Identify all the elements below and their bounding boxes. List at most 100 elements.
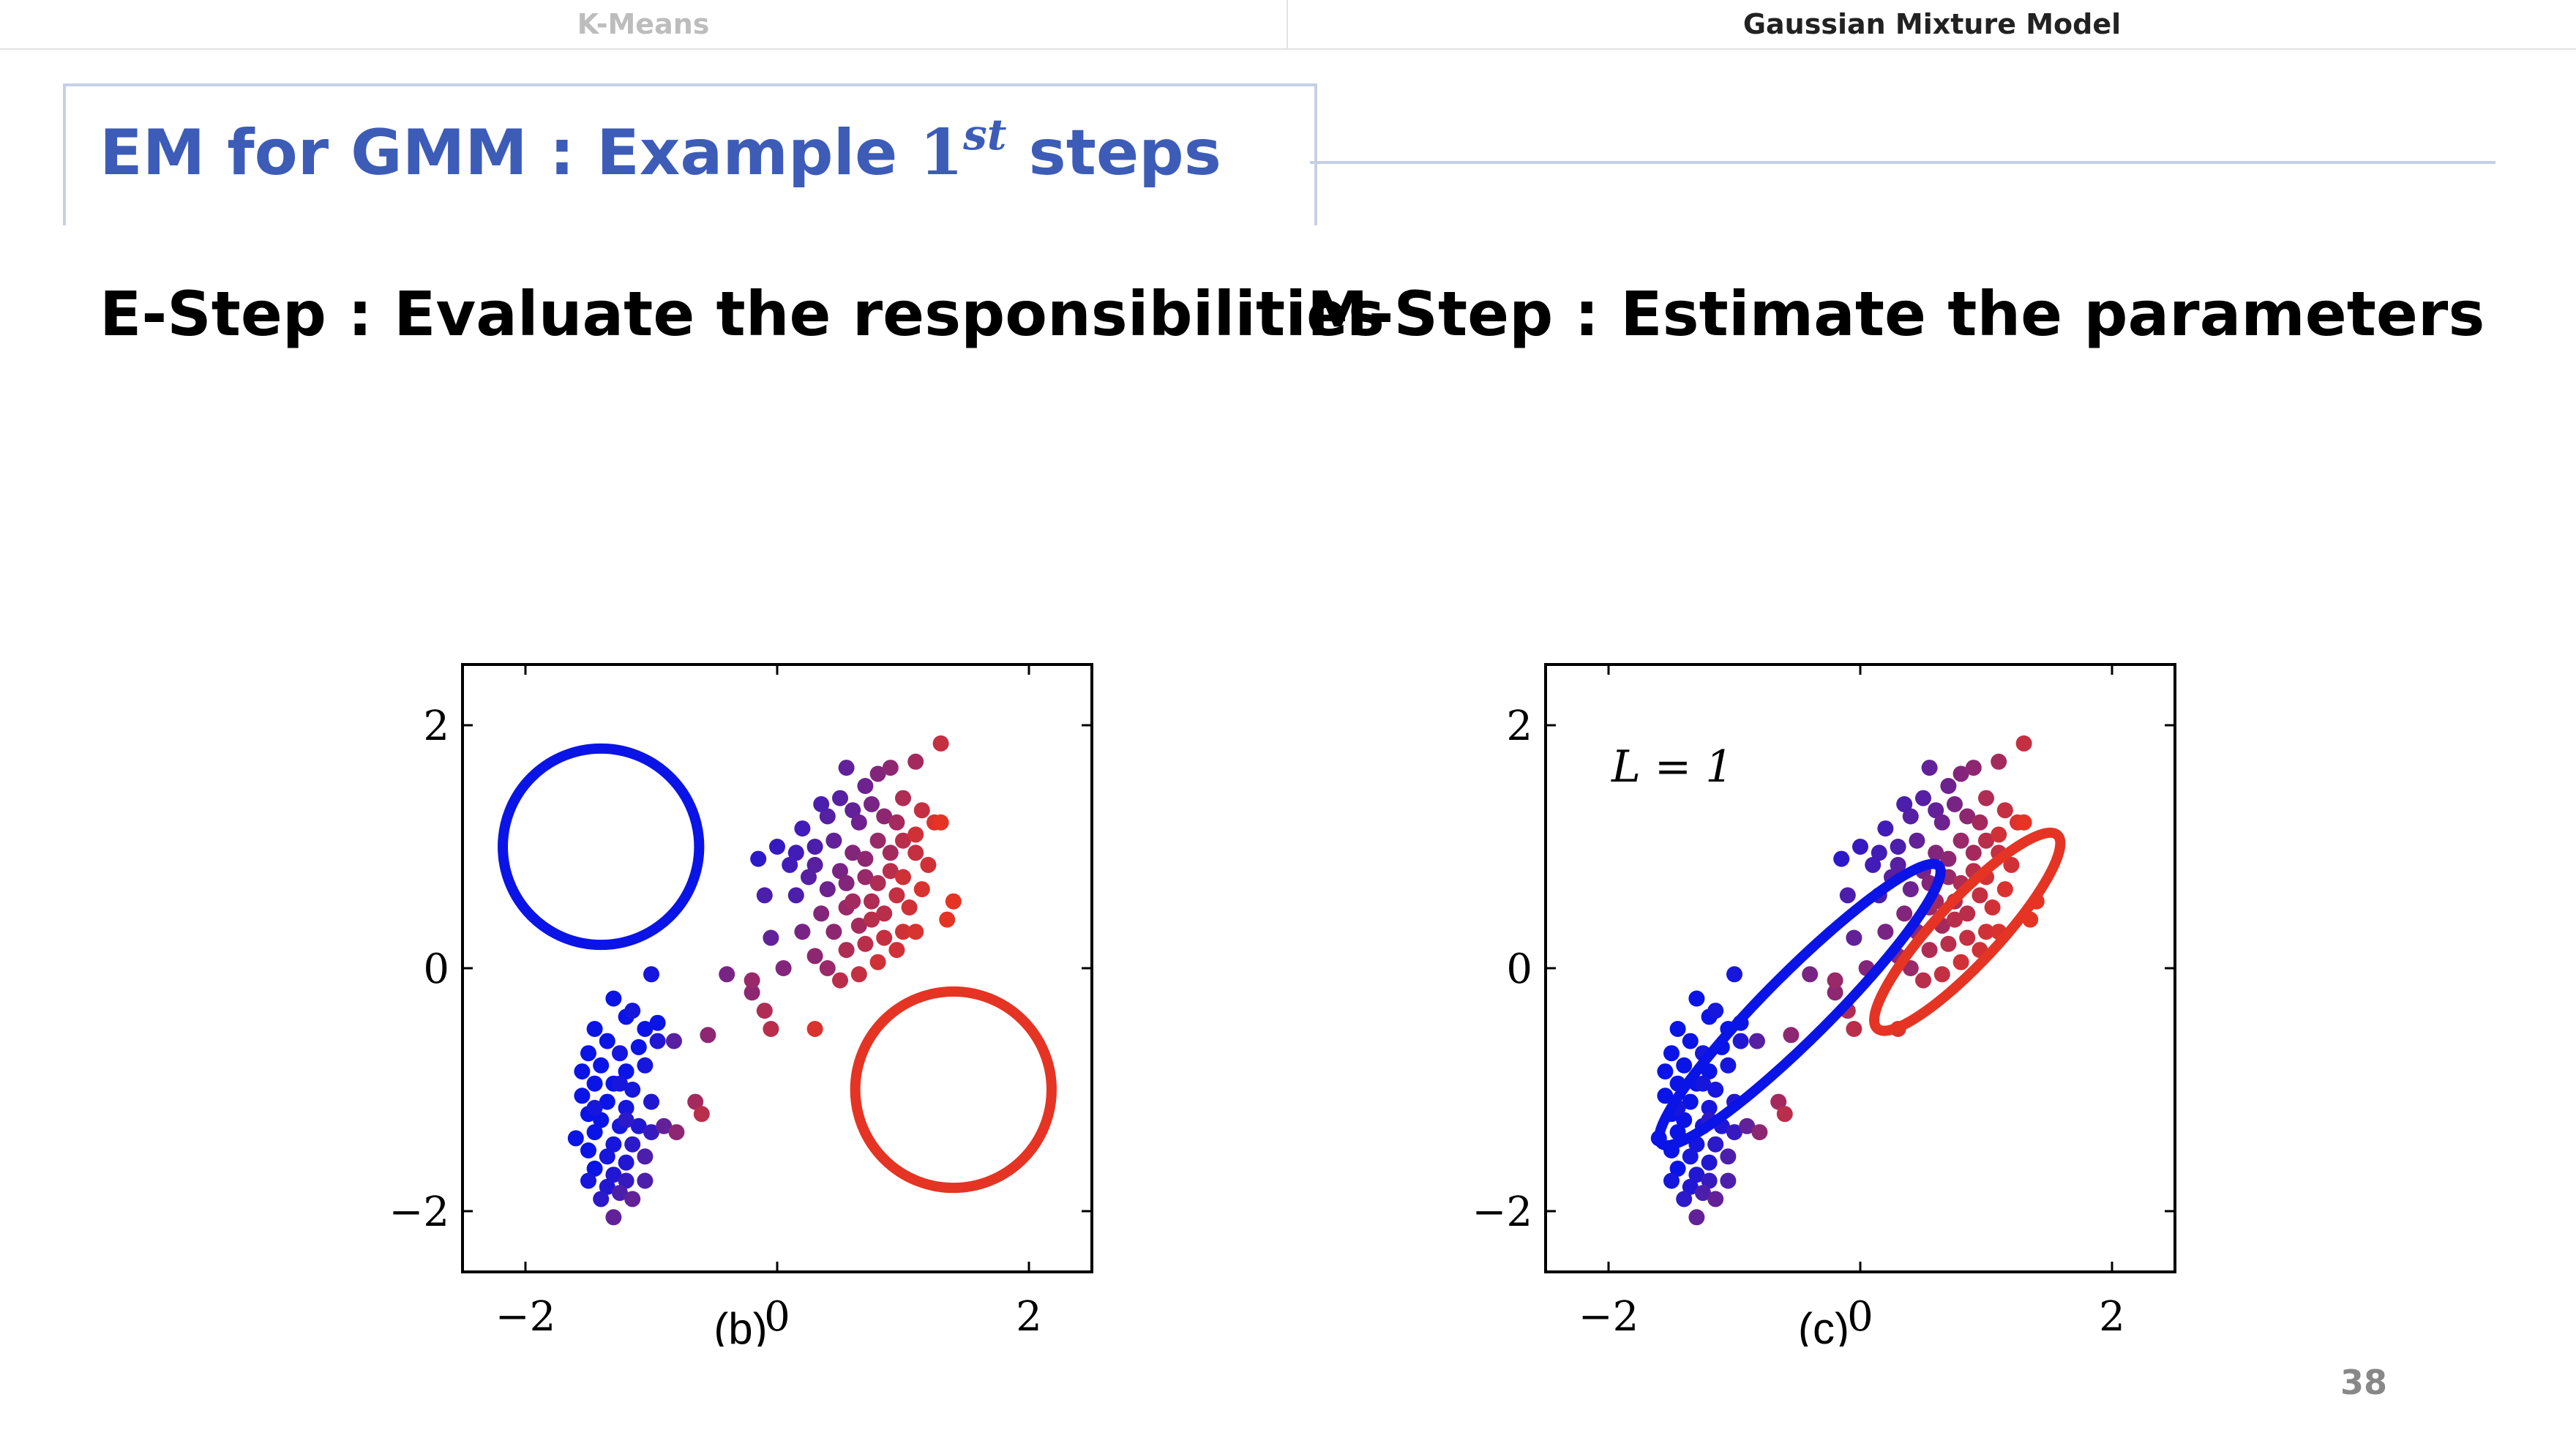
- c-data-point: [1865, 856, 1882, 873]
- b-data-point: [756, 887, 773, 904]
- b-data-point: [599, 1033, 615, 1049]
- b-data-point: [882, 760, 899, 776]
- b-data-point: [775, 960, 792, 976]
- b-data-point: [932, 814, 949, 831]
- c-data-point: [1915, 972, 1931, 989]
- b-y-tick-label: −2: [389, 1188, 449, 1236]
- b-data-point: [819, 960, 836, 976]
- b-data-point: [876, 905, 893, 922]
- b-data-point: [574, 1063, 591, 1080]
- b-data-point: [882, 863, 899, 880]
- b-data-point: [869, 832, 886, 849]
- b-data-point: [832, 972, 848, 989]
- c-data-point: [1707, 1003, 1724, 1019]
- b-data-point: [857, 778, 874, 794]
- c-data-point: [1902, 960, 1919, 976]
- b-data-point: [580, 1045, 596, 1062]
- b-data-point: [605, 1167, 622, 1183]
- c-gaussian-contour-blue: [1654, 858, 1946, 1151]
- c-data-point: [1846, 1021, 1862, 1037]
- b-data-point: [599, 1093, 615, 1110]
- c-data-point: [1921, 760, 1938, 776]
- plot-b: −2 0 2 2 0 −2 (b): [381, 644, 1112, 1347]
- b-data-point: [895, 790, 911, 806]
- title-superscript: st: [963, 110, 1007, 160]
- b-data-point: [939, 911, 956, 928]
- title-one: 1: [919, 116, 964, 190]
- b-gaussian-contour-red: [850, 986, 1057, 1194]
- b-data-point: [869, 875, 886, 891]
- tab-gaussian-mixture-model[interactable]: Gaussian Mixture Model: [1742, 8, 2122, 40]
- b-data-point: [825, 924, 842, 940]
- c-data-point: [1682, 1033, 1699, 1049]
- b-data-point: [744, 984, 760, 1001]
- c-annotation: L = 1: [1611, 741, 1733, 793]
- c-data-point: [1940, 778, 1957, 794]
- c-data-point: [1695, 1185, 1711, 1202]
- c-x-tick-label: 2: [2099, 1293, 2125, 1341]
- c-data-point: [1978, 832, 1994, 849]
- c-data-point: [2003, 856, 2020, 873]
- e-step-heading: E-Step : Evaluate the responsibilities: [100, 278, 1385, 350]
- c-data-point: [1991, 826, 2007, 843]
- b-data-point: [618, 1172, 634, 1189]
- b-data-point: [643, 1124, 659, 1141]
- b-x-tick-label: −2: [495, 1293, 556, 1341]
- b-data-point: [643, 1093, 659, 1110]
- c-data-point: [1688, 990, 1705, 1007]
- c-data-point: [1827, 972, 1843, 989]
- b-data-point: [850, 917, 867, 934]
- b-data-point: [832, 863, 848, 880]
- m-step-heading: M-Step : Estimate the parameters: [1307, 278, 2485, 350]
- scatter-plot-b: −2 0 2 2 0 −2 (b): [389, 663, 1093, 1347]
- b-data-point: [719, 966, 735, 983]
- c-data-point: [1802, 966, 1819, 983]
- title-underline: [1310, 161, 2496, 164]
- b-data-point: [618, 1154, 634, 1171]
- c-data-point: [1770, 1093, 1787, 1110]
- c-data-point: [1965, 760, 1982, 776]
- c-data-point: [1720, 1148, 1737, 1165]
- b-data-point: [687, 1093, 704, 1110]
- c-data-point: [1952, 765, 1969, 782]
- b-data-point: [630, 1117, 647, 1134]
- b-data-point: [801, 869, 817, 886]
- c-data-point: [1915, 790, 1931, 806]
- b-data-point: [882, 845, 899, 861]
- b-data-point: [593, 1112, 610, 1128]
- b-data-point: [806, 1021, 823, 1037]
- c-data-point: [1682, 1178, 1699, 1195]
- b-data-point: [901, 899, 918, 916]
- b-data-point: [643, 966, 659, 983]
- b-data-point: [920, 856, 937, 873]
- c-x-tick-label: −2: [1579, 1293, 1639, 1341]
- b-data-point: [618, 1063, 634, 1080]
- c-data-point: [1940, 850, 1957, 867]
- tab-k-means[interactable]: K-Means: [0, 0, 1288, 48]
- c-data-point: [1657, 1063, 1674, 1080]
- c-data-point: [1978, 790, 1994, 806]
- c-data-point: [1959, 808, 1976, 825]
- b-data-point: [763, 929, 779, 946]
- page-number: 38: [2340, 1363, 2387, 1402]
- b-data-point: [850, 966, 867, 983]
- b-data-point: [586, 1124, 603, 1141]
- c-data-point: [1909, 832, 1925, 849]
- b-data-point: [806, 948, 823, 965]
- c-data-point: [1695, 1075, 1711, 1092]
- b-data-point: [763, 1021, 779, 1037]
- c-data-point: [1688, 1209, 1705, 1226]
- b-data-point: [624, 1136, 641, 1153]
- b-data-point: [599, 1178, 615, 1195]
- c-data-point: [1996, 802, 2013, 819]
- title-end: steps: [1006, 116, 1221, 190]
- c-data-point: [1669, 1021, 1686, 1037]
- b-data-point: [782, 856, 798, 873]
- c-data-point: [1701, 1154, 1718, 1171]
- b-data-point: [618, 1112, 634, 1128]
- c-data-point: [1996, 881, 2013, 898]
- b-data-point: [637, 1148, 654, 1165]
- c-data-point: [1846, 929, 1862, 946]
- title-main: EM for GMM : Example: [100, 116, 920, 190]
- c-y-tick-label: 2: [1506, 703, 1532, 750]
